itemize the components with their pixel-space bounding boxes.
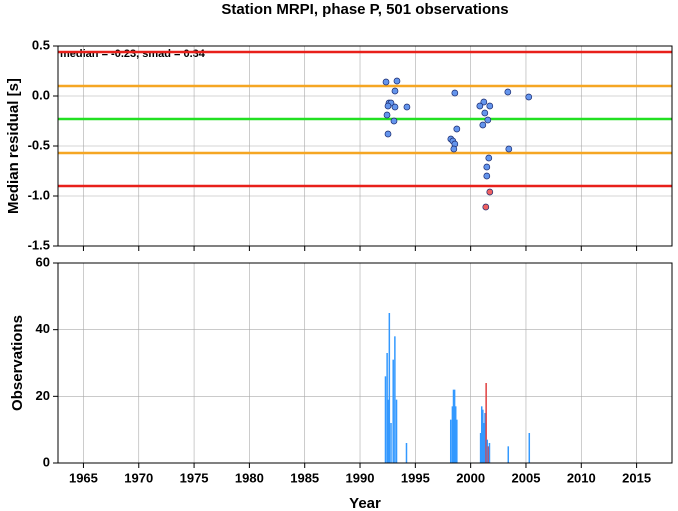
x-tick-label: 1965 <box>69 470 98 485</box>
y-tick-label: 20 <box>36 388 50 403</box>
point <box>390 117 398 125</box>
y-axis-label: Observations <box>9 315 26 411</box>
y-tick-label: -1.5 <box>28 237 50 252</box>
x-tick-label: 2010 <box>567 470 596 485</box>
y-tick-label: 0 <box>43 454 50 469</box>
bar <box>384 376 387 463</box>
point <box>482 203 490 211</box>
bar <box>453 389 456 463</box>
bar <box>388 313 391 463</box>
bar <box>507 446 510 463</box>
y-tick-label: 60 <box>36 254 50 269</box>
point <box>485 154 493 162</box>
point <box>384 130 392 138</box>
bar <box>486 439 488 463</box>
bar <box>485 383 487 463</box>
plot-frame <box>57 262 673 464</box>
bar <box>394 336 396 463</box>
point <box>450 145 458 153</box>
x-tick-label: 2005 <box>512 470 541 485</box>
point <box>481 109 489 117</box>
point <box>391 87 399 95</box>
y-tick-label: -0.5 <box>28 137 50 152</box>
x-tick-label: 2015 <box>622 470 651 485</box>
chart-title: Station MRPI, phase P, 501 observations <box>221 1 508 18</box>
point <box>383 111 391 119</box>
point <box>393 77 401 85</box>
point <box>486 102 494 110</box>
point <box>391 103 399 111</box>
y-tick-label: 0.0 <box>32 87 50 102</box>
bar <box>452 389 455 463</box>
point <box>403 103 411 111</box>
point <box>483 163 491 171</box>
bar <box>387 399 389 463</box>
point <box>480 98 488 106</box>
bar <box>451 406 454 463</box>
point <box>505 145 513 153</box>
x-tick-label: 2000 <box>456 470 485 485</box>
x-axis-label: Year <box>349 495 381 511</box>
bar <box>483 423 485 463</box>
bar <box>528 433 531 463</box>
bar <box>480 406 483 463</box>
bar <box>392 359 394 463</box>
bar <box>487 446 490 463</box>
bar <box>454 406 457 463</box>
y-axis-label: Median residual [s] <box>5 78 22 214</box>
x-tick-label: 1985 <box>290 470 319 485</box>
x-tick-label: 1995 <box>401 470 430 485</box>
bar <box>405 443 408 463</box>
bar <box>449 419 452 463</box>
x-tick-label: 1980 <box>235 470 264 485</box>
point <box>384 102 392 110</box>
y-tick-label: -1.0 <box>28 187 50 202</box>
x-tick-label: 1970 <box>124 470 153 485</box>
point <box>451 89 459 97</box>
bar <box>484 413 486 463</box>
bar <box>386 353 388 463</box>
plot-frame <box>57 45 673 247</box>
y-tick-label: 40 <box>36 321 50 336</box>
bar <box>482 409 484 463</box>
bar <box>456 419 458 463</box>
annotation: median = -0.23, smad = 0.34 <box>60 48 206 60</box>
x-tick-label: 1990 <box>346 470 375 485</box>
point <box>504 88 512 96</box>
point <box>525 93 533 101</box>
bar <box>479 433 482 463</box>
point <box>382 78 390 86</box>
point <box>479 121 487 129</box>
bar <box>488 443 491 463</box>
point <box>453 125 461 133</box>
point <box>484 116 492 124</box>
point <box>483 172 491 180</box>
bar <box>390 423 392 463</box>
x-tick-label: 1975 <box>180 470 209 485</box>
bar <box>395 399 398 463</box>
point <box>486 188 494 196</box>
y-tick-label: 0.5 <box>32 37 50 52</box>
point <box>476 102 484 110</box>
